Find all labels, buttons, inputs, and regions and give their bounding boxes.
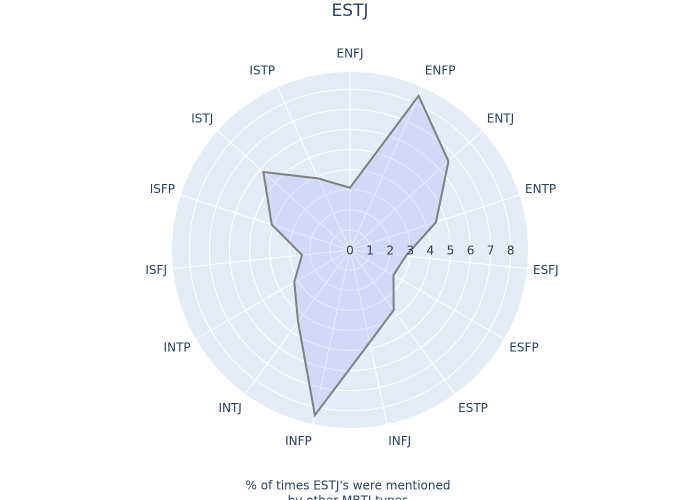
angular-grid-line [349, 249, 388, 425]
category-label: ISTP [249, 63, 275, 77]
category-label: INTP [164, 341, 191, 355]
r-tick-label: 5 [447, 244, 455, 258]
r-tick-label: 7 [487, 244, 495, 258]
category-label: ENFP [425, 63, 456, 77]
angular-grid-line [349, 249, 456, 395]
category-label: ESFJ [533, 263, 559, 277]
chart-title: ESTJ [332, 1, 369, 21]
annotation: by other MBTI types [288, 494, 409, 500]
r-tick-label: 6 [467, 244, 475, 258]
category-label: ENTP [525, 182, 556, 196]
category-label: ISFP [150, 182, 175, 196]
angular-grid-line [349, 87, 423, 251]
radar-area [262, 93, 450, 418]
angular-grid-line [312, 249, 351, 425]
angular-grid-line [349, 249, 505, 340]
r-tick-label: 4 [427, 244, 435, 258]
category-label: INTJ [218, 401, 241, 415]
category-label: ISTJ [191, 111, 213, 125]
r-tick-label: 2 [386, 244, 394, 258]
category-label: INFJ [388, 434, 411, 448]
r-tick-label: 8 [507, 244, 515, 258]
category-label: ISFJ [145, 263, 167, 277]
r-tick-label: 3 [406, 244, 414, 258]
annotation: % of times ESTJ's were mentioned [246, 479, 451, 493]
angular-grid-line [277, 87, 351, 251]
angular-grid-line [349, 130, 483, 251]
angular-grid-line [180, 194, 351, 251]
angular-grid-line [217, 130, 351, 251]
category-label: ESTP [458, 401, 488, 415]
angular-grid-line [172, 249, 351, 270]
category-label: INFP [285, 434, 312, 448]
category-label: ENTJ [487, 111, 514, 125]
angular-grid-line [349, 249, 528, 270]
r-tick-label: 1 [366, 244, 374, 258]
category-label: ENFJ [337, 47, 364, 61]
r-tick-label: 0 [346, 244, 354, 258]
category-label: ESFP [509, 341, 538, 355]
angular-grid-line [195, 249, 351, 340]
